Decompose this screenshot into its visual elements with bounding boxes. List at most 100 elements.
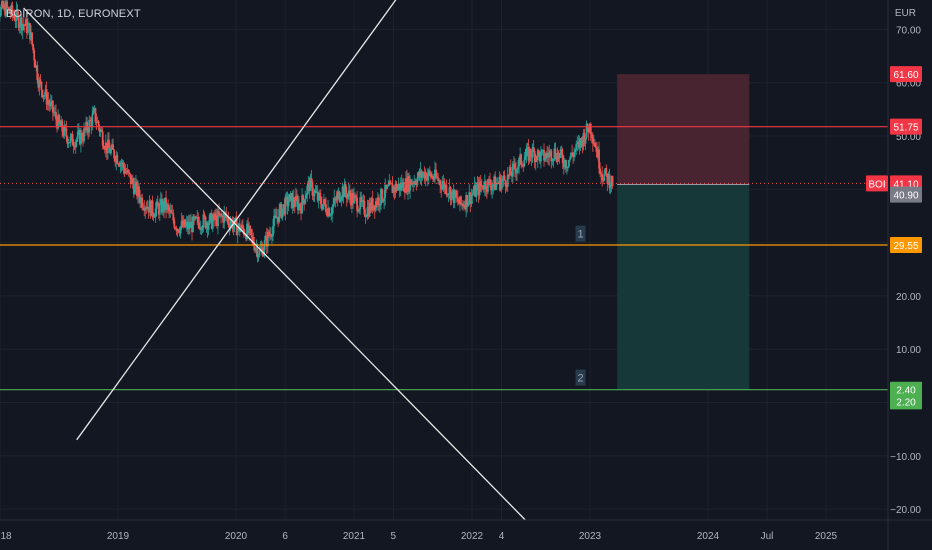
- candle-body: [36, 65, 39, 81]
- candle-body: [379, 204, 381, 206]
- candle-body: [0, 6, 2, 16]
- candle-body: [599, 168, 602, 174]
- candle-body: [111, 144, 113, 149]
- currency-label: EUR: [894, 8, 916, 19]
- candle-body: [469, 192, 472, 204]
- candle-body: [214, 215, 217, 221]
- candle-body: [557, 152, 560, 159]
- candle-body: [481, 185, 484, 189]
- candle-body: [322, 199, 325, 205]
- candle-body: [136, 181, 138, 197]
- candle-body: [583, 133, 586, 144]
- candle-body: [503, 175, 506, 181]
- candle-body: [102, 145, 105, 149]
- symbol-tag-badge: [866, 175, 888, 192]
- candle-body: [112, 144, 114, 150]
- price-axis[interactable]: 70.00 60.00 50.00 20.00 10.00 −10.00 −20.00: [888, 0, 932, 550]
- candle-body: [456, 197, 459, 203]
- candle-body: [29, 23, 31, 40]
- candle-body: [199, 227, 202, 229]
- candle-body: [420, 170, 423, 178]
- candle-body: [351, 192, 353, 206]
- candle-body: [110, 148, 112, 154]
- candle-body: [139, 196, 141, 203]
- candle-body: [173, 220, 176, 228]
- candle-body: [496, 183, 499, 184]
- candle-body: [441, 184, 444, 190]
- candle-body: [234, 217, 237, 219]
- candle-body: [556, 152, 559, 162]
- candle-body: [26, 19, 28, 33]
- candle-body: [243, 228, 245, 235]
- candle-body: [432, 176, 434, 180]
- price-badge: [890, 66, 922, 83]
- candle-body: [537, 150, 540, 153]
- candle-body: [114, 158, 117, 163]
- candle-body: [324, 199, 326, 205]
- candle-body: [552, 158, 555, 161]
- candle-body: [605, 167, 608, 174]
- candle-body: [378, 197, 380, 206]
- candle-body: [20, 17, 23, 31]
- candle-body: [96, 121, 99, 123]
- candle-body: [514, 163, 516, 170]
- candle-body: [76, 131, 79, 139]
- marker-box: [575, 369, 586, 386]
- candle-body: [505, 186, 508, 188]
- candle-body: [526, 146, 529, 149]
- candle-body: [273, 215, 275, 227]
- candle-body: [3, 4, 5, 9]
- candle-body: [12, 13, 15, 16]
- candle-body: [467, 202, 470, 207]
- candle-body: [358, 209, 361, 212]
- symbol-title: BOIRON, 1D, EURONEXT: [6, 8, 141, 20]
- candle-body: [455, 196, 458, 198]
- candle-body: [181, 220, 184, 227]
- candle-body: [523, 160, 526, 167]
- candle-body: [425, 173, 428, 181]
- candle-body: [558, 153, 561, 159]
- candle-body: [187, 222, 190, 230]
- candle-body: [408, 176, 410, 192]
- candle-body: [545, 153, 548, 159]
- candle-body: [128, 172, 131, 175]
- candle-body: [257, 255, 260, 258]
- candle-body: [492, 184, 495, 187]
- candle-body: [463, 205, 465, 207]
- candle-body: [163, 201, 165, 211]
- candle-body: [381, 188, 383, 202]
- candle-body: [166, 204, 168, 210]
- price-badge-label: 29.55: [893, 241, 918, 252]
- candle-body: [314, 190, 317, 193]
- candle-body: [598, 149, 600, 169]
- candle-body: [250, 229, 253, 236]
- candle-body: [148, 200, 151, 213]
- candle-body: [191, 222, 193, 233]
- price-tick-label: −10.00: [890, 452, 921, 463]
- price-tick-label: −20.00: [890, 505, 921, 516]
- candle-body: [406, 178, 408, 193]
- trend-lines[interactable]: [23, 0, 526, 521]
- candle-body: [462, 203, 464, 207]
- candle-body: [608, 173, 611, 189]
- candle-body: [392, 186, 395, 194]
- candle-body: [217, 211, 219, 227]
- candle-body: [87, 130, 90, 133]
- candle-body: [448, 187, 451, 195]
- candle-body: [130, 178, 133, 185]
- time-tick-label: 6: [282, 531, 288, 542]
- candle-body: [382, 200, 384, 202]
- candle-body: [300, 207, 302, 214]
- candle-body: [232, 224, 235, 230]
- candle-body: [68, 142, 71, 144]
- candle-body: [116, 155, 119, 164]
- candle-body: [603, 173, 606, 181]
- price-tick-label: 20.00: [896, 292, 921, 303]
- candle-body: [487, 179, 489, 192]
- candle-body: [142, 207, 145, 209]
- horizontal-lines[interactable]: [0, 126, 888, 391]
- candle-body: [591, 138, 594, 144]
- candle-body: [423, 172, 426, 180]
